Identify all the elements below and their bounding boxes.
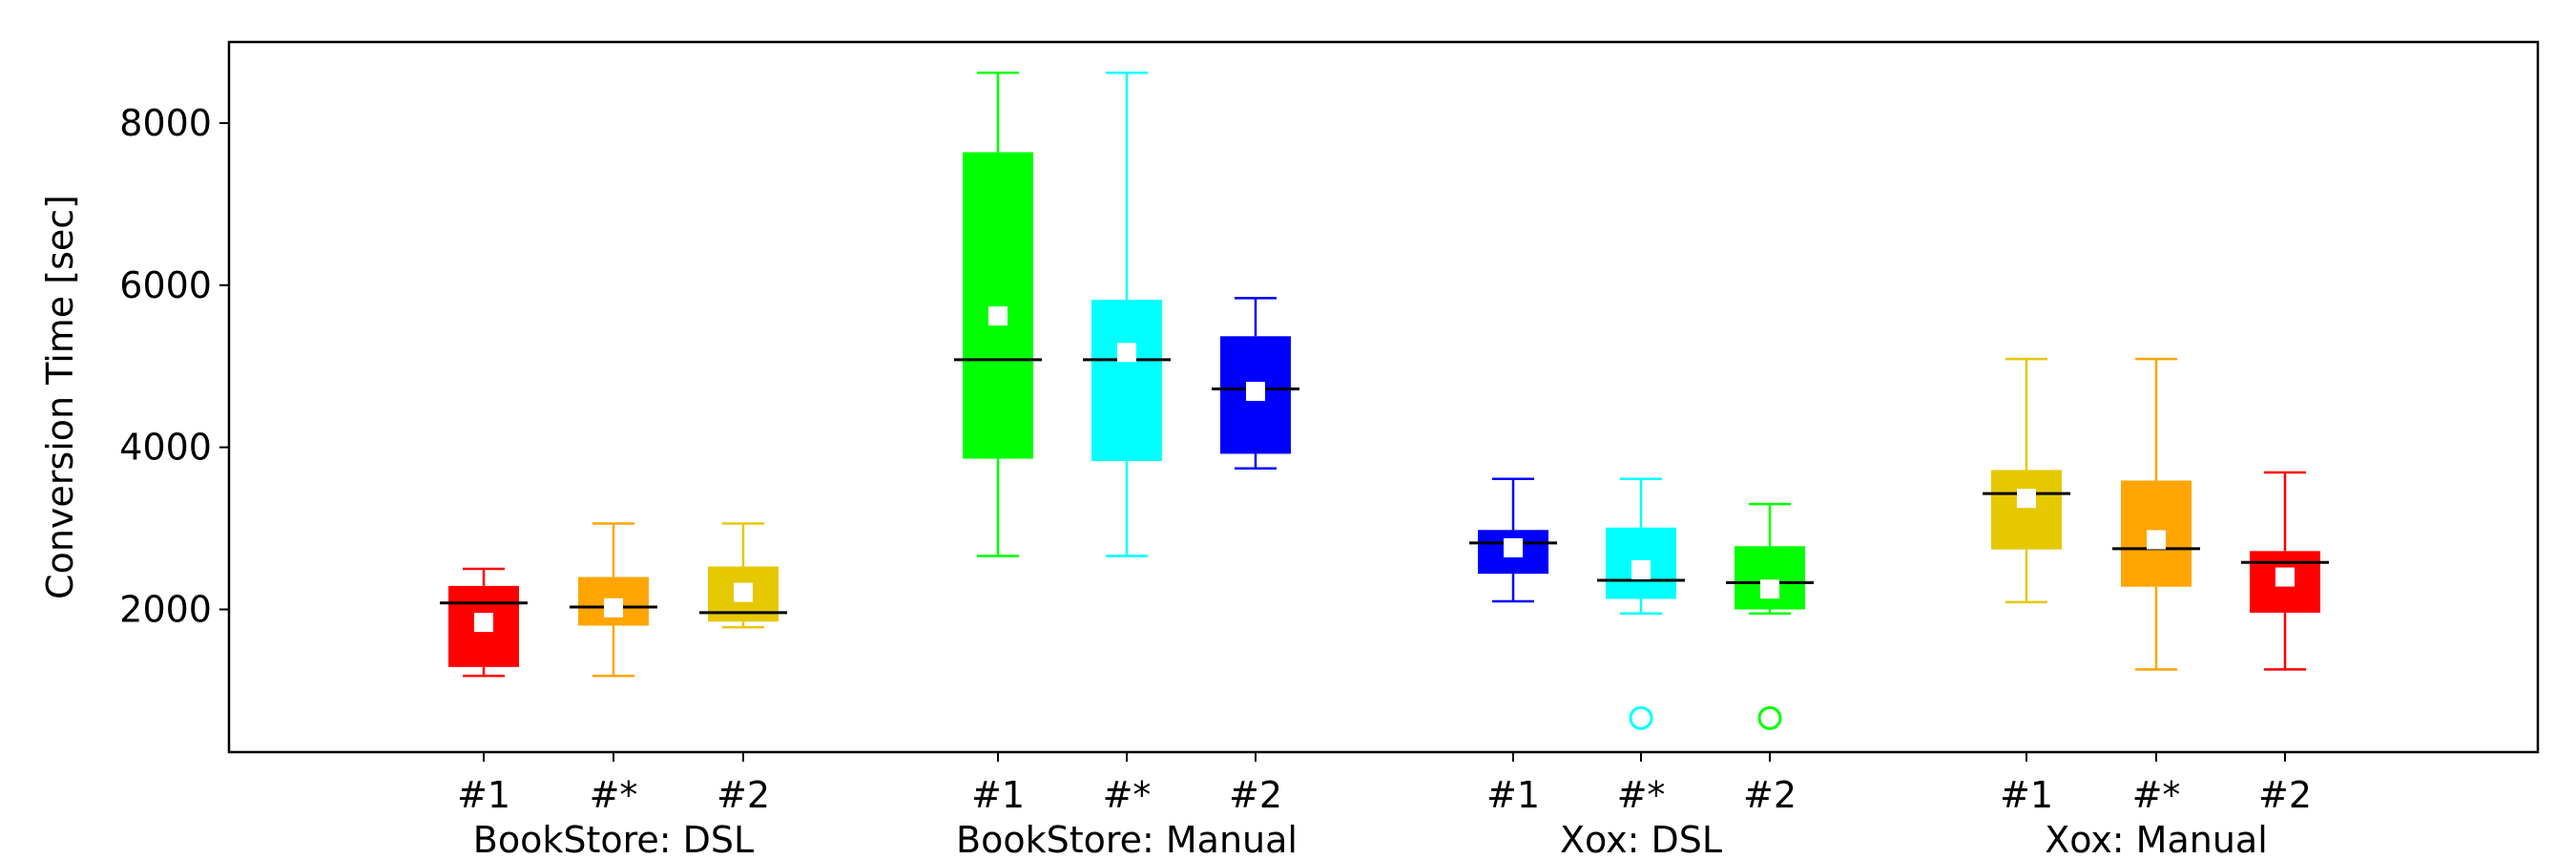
group-label: BookStore: Manual	[956, 819, 1298, 859]
outlier-point	[1629, 705, 1653, 730]
x-tick-label: #2	[1229, 774, 1282, 816]
mean-marker	[604, 597, 623, 618]
x-tick-label: #1	[457, 774, 510, 816]
mean-marker	[2147, 530, 2166, 550]
box-group	[1469, 477, 1814, 730]
mean-marker	[988, 306, 1008, 326]
plot-area	[440, 72, 2329, 730]
x-tick-label: #*	[1103, 774, 1152, 816]
mean-marker	[1117, 343, 1136, 363]
box-body	[963, 152, 1033, 459]
mean-marker	[474, 613, 493, 633]
group-label: Xox: Manual	[2045, 819, 2268, 859]
box-plot-item	[1212, 297, 1299, 470]
y-axis: 2000 4000 6000 8000	[119, 102, 229, 631]
box-plot-item	[570, 522, 657, 678]
outlier-point	[1757, 705, 1782, 730]
x-tick-label: #*	[1617, 774, 1666, 816]
box-plot-item	[1597, 477, 1685, 730]
box-group	[440, 522, 787, 678]
box-group	[1983, 357, 2329, 671]
box-body	[1091, 300, 1162, 462]
plot-frame	[227, 40, 2540, 754]
box-plot-item	[2241, 471, 2329, 671]
x-tick-label: #2	[1743, 774, 1797, 816]
box-plot-item	[440, 567, 528, 678]
y-axis-title: Conversion Time [sec]	[39, 195, 81, 599]
box-plot-item	[1469, 477, 1557, 603]
x-tick-label: #*	[590, 774, 638, 816]
mean-marker	[1246, 382, 1265, 402]
x-tick-label: #1	[1486, 774, 1540, 816]
x-tick-label: #2	[717, 774, 770, 816]
box-plot-item	[699, 522, 787, 629]
box-plot-item	[1726, 502, 1814, 730]
x-tick-label: #*	[2132, 774, 2181, 816]
mean-marker	[734, 582, 753, 602]
box-body	[1735, 546, 1805, 610]
box-plot-item	[1983, 357, 2070, 604]
group-label: BookStore: DSL	[473, 819, 754, 859]
mean-marker	[2017, 489, 2036, 509]
box-group	[954, 72, 1299, 557]
box-plot-item	[2112, 357, 2200, 671]
box-plot-item	[954, 72, 1042, 557]
y-tick-label: 2000	[119, 589, 212, 631]
y-tick-label: 4000	[119, 427, 212, 469]
mean-marker	[1760, 579, 1779, 599]
x-tick-label: #2	[2258, 774, 2312, 816]
x-tick-label: #1	[971, 774, 1025, 816]
mean-marker	[1631, 559, 1651, 579]
y-tick-label: 6000	[119, 264, 212, 306]
group-label: Xox: DSL	[1560, 819, 1722, 859]
mean-marker	[2275, 567, 2295, 587]
box-body	[1991, 470, 2062, 550]
y-tick-label: 8000	[119, 102, 212, 144]
x-tick-label: #1	[2000, 774, 2053, 816]
box-plot-item	[1083, 72, 1171, 557]
mean-marker	[1504, 537, 1523, 557]
